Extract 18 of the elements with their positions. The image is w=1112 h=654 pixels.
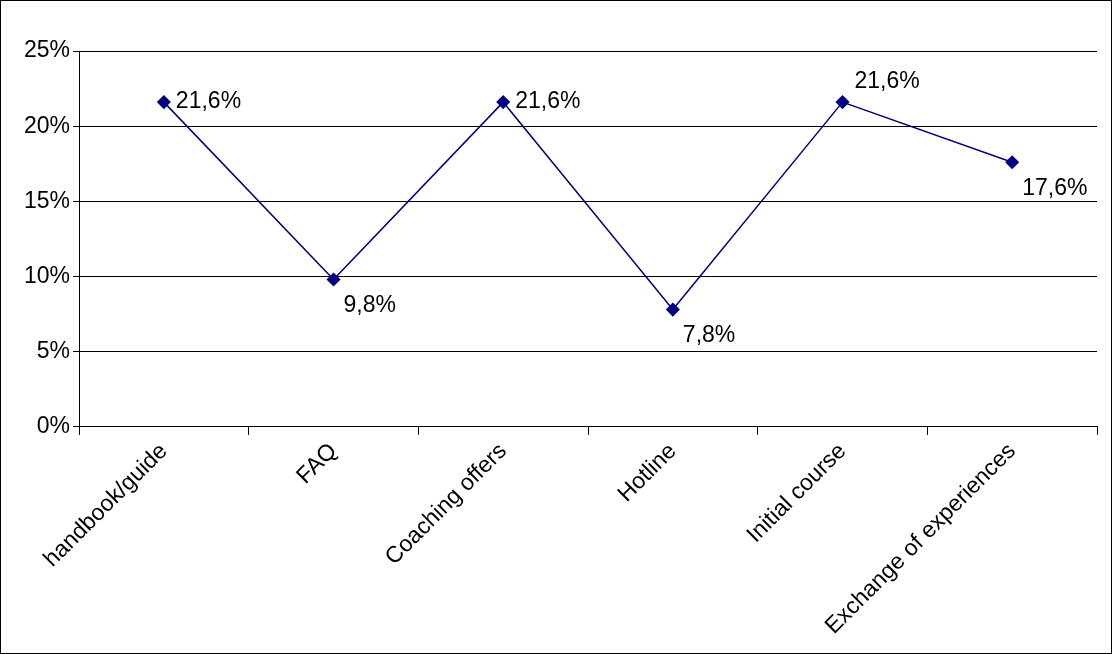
point xyxy=(666,302,680,317)
y-tick-label: 25% xyxy=(23,36,71,63)
y-tick-label: 5% xyxy=(36,337,71,364)
point xyxy=(326,272,341,287)
point xyxy=(1005,155,1019,169)
y-tick-label: 15% xyxy=(23,186,71,213)
y-tick-label: 20% xyxy=(23,111,71,138)
y-tick-label: 10% xyxy=(23,261,71,288)
point xyxy=(157,95,171,109)
text: 21,6% xyxy=(515,87,581,114)
text: 21,6% xyxy=(854,67,920,94)
point xyxy=(496,95,510,109)
y-tick-label: 0% xyxy=(36,412,71,439)
text: 7,8% xyxy=(682,320,736,347)
point xyxy=(835,95,850,109)
text: 9,8% xyxy=(343,290,396,317)
text: 21,6% xyxy=(175,87,242,114)
text: 17,6% xyxy=(1022,173,1088,200)
